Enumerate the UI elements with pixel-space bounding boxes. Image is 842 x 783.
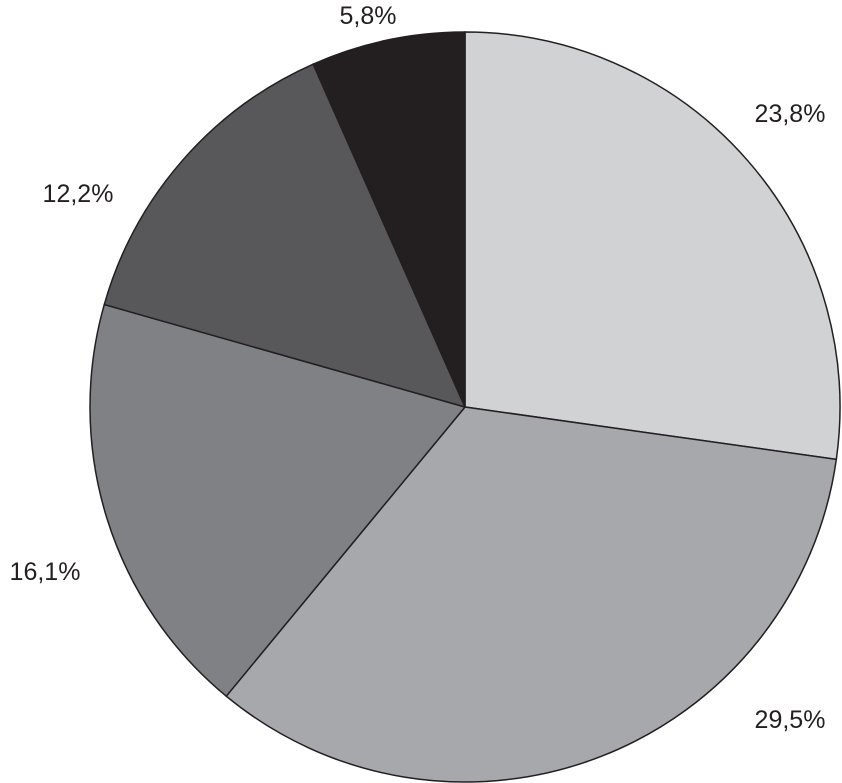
pie-slice bbox=[89, 303, 467, 698]
pie-slice bbox=[225, 406, 838, 783]
slice-label: 23,8% bbox=[755, 100, 826, 128]
pie-slice bbox=[103, 63, 467, 409]
pie-slices bbox=[89, 31, 841, 783]
slice-label: 5,8% bbox=[340, 2, 397, 30]
slice-label: 12,2% bbox=[43, 180, 114, 208]
pie-slice bbox=[312, 31, 466, 408]
slice-label: 16,1% bbox=[10, 558, 81, 586]
slice-label: 29,5% bbox=[755, 706, 826, 734]
pie-labels: 23,8% 29,5% 16,1% 12,2% 5,8% bbox=[10, 2, 826, 734]
pie-slice bbox=[464, 31, 841, 461]
